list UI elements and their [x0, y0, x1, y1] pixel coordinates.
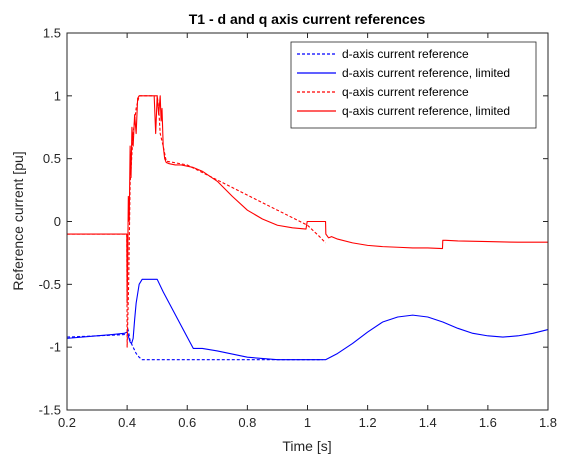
x-tick-label: 1: [304, 415, 311, 430]
x-tick-label: 0.8: [238, 415, 256, 430]
axes-layer: 0.2 0.4 0.6 0.8 1 1.2 1.4 1.6 1.8 -1.5 -1 -0.5 0 0.5 1…: [39, 26, 557, 431]
legend: d-axis current reference d-axis current r…: [290, 41, 537, 129]
legend-label-4: q-axis current reference, limited: [342, 104, 510, 118]
x-tick-label: 1.8: [539, 415, 557, 430]
x-tick-label: 0.4: [118, 415, 136, 430]
y-tick-label: 1: [54, 88, 61, 103]
x-tick-label: 1.2: [359, 415, 377, 430]
chart-title: T1 - d and q axis current references: [189, 11, 426, 27]
series-line-1: [66, 327, 323, 361]
legend-box: [290, 41, 537, 129]
legend-label-1: d-axis current reference: [342, 47, 469, 61]
series-line-2: [66, 278, 549, 361]
y-axis-label: Reference current [pu]: [10, 151, 26, 290]
x-tick-label: 0.6: [178, 415, 196, 430]
y-tick-label: 0.5: [43, 151, 61, 166]
y-tick-label: -1.5: [39, 403, 61, 418]
series-layer: [66, 95, 549, 361]
y-tick-label: -0.5: [39, 277, 61, 292]
legend-label-3: q-axis current reference: [342, 85, 469, 99]
series-line-4: [67, 95, 548, 304]
y-tick-label: 0: [54, 214, 61, 229]
y-tick-label: -1: [49, 340, 61, 355]
x-tick-label: 0.2: [58, 415, 76, 430]
x-tick-label: 1.6: [479, 415, 497, 430]
x-axis-label: Time [s]: [282, 438, 331, 454]
x-tick-label: 1.4: [419, 415, 437, 430]
legend-label-2: d-axis current reference, limited: [342, 66, 510, 80]
y-tick-label: 1.5: [43, 26, 61, 41]
